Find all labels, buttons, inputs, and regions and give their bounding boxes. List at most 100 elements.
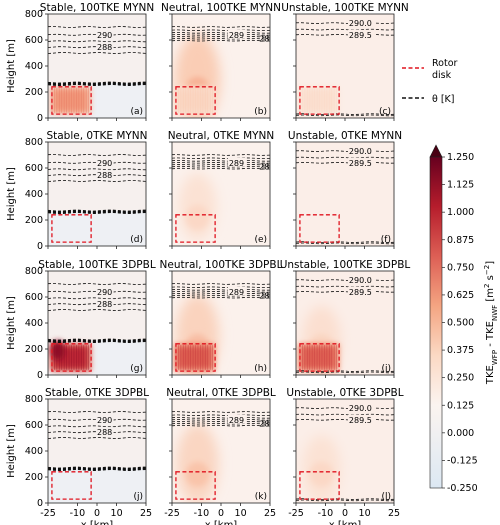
field-low-layer: [48, 467, 146, 503]
colorbar-tick-label: -0.250: [447, 483, 478, 494]
contour-label: 289.5: [349, 416, 372, 425]
contour-label: 288: [97, 171, 112, 180]
contour-label: 289.5: [349, 159, 372, 168]
contour-label-side: 289: [259, 292, 274, 301]
contour-label-bg: [96, 299, 114, 309]
contour-label-bg: [347, 18, 376, 28]
rotor-disk-box: [175, 471, 216, 500]
theta-contour-line: [172, 283, 270, 285]
theta-contour-line: [296, 371, 394, 374]
panel-title: Stable, 100TKE MYNN: [40, 2, 154, 14]
panel-title: Unstable, 100TKE MYNN: [281, 2, 409, 14]
theta-contour-line: [172, 37, 270, 40]
y-tick-label: 400: [25, 446, 43, 457]
theta-contour-line: [48, 303, 146, 306]
theta-contour-line: [48, 437, 146, 439]
panel-letter: (l): [381, 492, 391, 502]
contour-label: 289: [229, 288, 244, 297]
theta-contour-line: [172, 154, 270, 156]
theta-contour-line: [296, 285, 394, 288]
colorbar-tick-label: 0.500: [447, 318, 474, 329]
y-tick-label: 0: [37, 498, 43, 509]
theta-contour-line: [296, 407, 394, 409]
panel-letter: (c): [379, 107, 391, 117]
panel-title: Stable, 100TKE 3DPBL: [38, 259, 156, 271]
panel-title: Unstable, 0TKE 3DPBL: [286, 387, 403, 399]
x-tick-label: -25: [164, 508, 180, 519]
contour-label-bg: [96, 427, 114, 437]
contour-label: 289: [229, 31, 244, 40]
x-tick-label: 25: [140, 508, 152, 519]
rotor-disk-box: [51, 471, 92, 500]
contour-label-bg: [347, 403, 376, 413]
contour-label: 289: [229, 416, 244, 425]
theta-contour-line: [48, 168, 146, 171]
theta-contour-line: [172, 26, 270, 28]
colorbar-tick-label: 0.875: [447, 235, 474, 246]
colorbar-label: TKEWFP - TKENWF [m2 s−2]: [483, 261, 499, 385]
theta-contour-line: [48, 46, 146, 49]
contour-label-side: 289: [259, 35, 274, 44]
y-tick-label: 0: [37, 241, 43, 252]
theta-contour-line: [172, 289, 270, 291]
theta-contour-line: [296, 413, 394, 416]
colorbar-tick-label: 1.000: [447, 207, 474, 218]
theta-contour-line: [172, 286, 270, 288]
panel-letter: (h): [254, 364, 267, 374]
panel-l: 290.0 289.5 Unstable, 0TKE 3DPBL (l) -25 -10 0…: [286, 387, 403, 525]
contour-label: 289.5: [349, 31, 372, 40]
theta-contour-line: [48, 431, 146, 434]
colorbar-tick-label: 0.125: [447, 400, 474, 411]
rotor-field-core: [301, 89, 336, 112]
wake-core: [185, 461, 210, 487]
x-tick-label: -10: [194, 508, 210, 519]
theta-contour-line: [48, 154, 146, 156]
panel-title: Neutral, 100TKE MYNN: [161, 2, 281, 14]
theta-contours: 289 289: [172, 154, 270, 172]
rotor-disk-box: [299, 214, 340, 243]
contour-label: 288: [97, 43, 112, 52]
contour-label-bg: [227, 157, 246, 167]
theta-contour-line: [296, 114, 394, 117]
rotor-field-core: [177, 346, 212, 369]
panel-title: Neutral, 0TKE MYNN: [168, 130, 275, 142]
theta-contour-line: [172, 296, 270, 299]
panel-letter: (g): [130, 364, 143, 374]
theta-contour-line: [48, 174, 146, 177]
contour-label-bg: [227, 286, 246, 296]
panel-k: 289 289 Neutral, 0TKE 3DPBL (k) -25 -10 0 10 25 x…: [164, 387, 276, 525]
rotor-disk-box: [175, 86, 216, 115]
x-tick-label: 25: [264, 508, 276, 519]
x-tick-label: 0: [218, 508, 224, 519]
x-tick-label: 0: [94, 508, 100, 519]
theta-contour-line: [48, 180, 146, 182]
theta-contour-line: [172, 39, 270, 42]
panel-c: 290.0 289.5 Unstable, 100TKE MYNN (c): [281, 2, 409, 121]
panel-letter: (f): [381, 235, 391, 245]
field-low-layer: [48, 210, 146, 246]
contour-label: 288: [97, 428, 112, 437]
legend-label-rotor: Rotor: [432, 58, 458, 69]
theta-contour-line: [296, 290, 394, 293]
y-tick-label: 600: [25, 420, 43, 431]
rotor-field-core: [53, 89, 88, 112]
panel-letter: (j): [133, 492, 143, 502]
colorbar-tick-label: 1.250: [447, 152, 474, 163]
rotor-disk-box: [51, 343, 92, 372]
theta-contour-line: [48, 161, 146, 164]
theta-contour-line: [48, 338, 146, 342]
rotor-disk-box: [299, 471, 340, 500]
contour-label: 290.0: [349, 147, 372, 156]
theta-contour-line: [296, 156, 394, 159]
rotor-field-core: [301, 346, 336, 369]
theta-contour-line: [172, 161, 270, 164]
colorbar-tick-label: 0.375: [447, 345, 474, 356]
contour-label: 289.5: [349, 288, 372, 297]
y-tick-label: 0: [37, 370, 43, 381]
theta-contour-line: [296, 161, 394, 164]
theta-contour-line: [48, 26, 146, 28]
